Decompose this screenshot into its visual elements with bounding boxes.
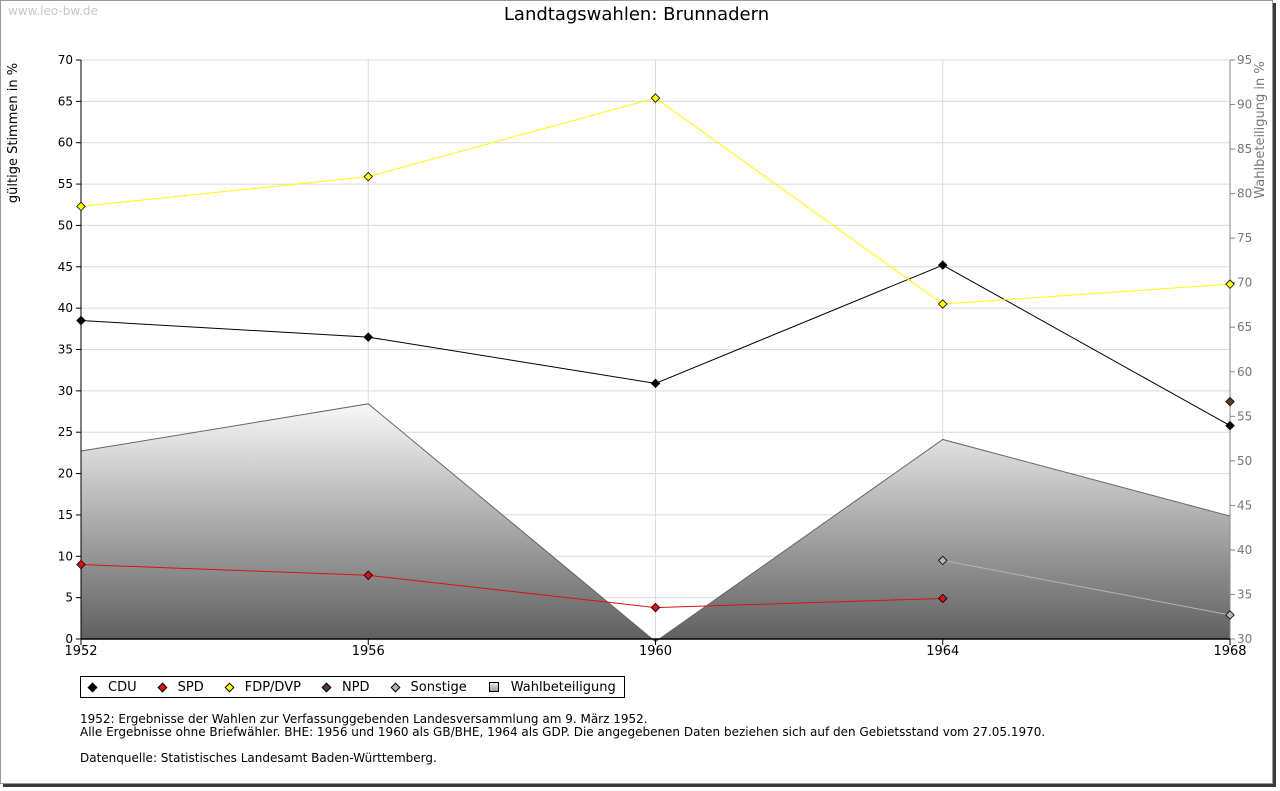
point-fdp-dvp: [937, 299, 948, 309]
y2-tick-label: 90: [1237, 98, 1252, 112]
point-spd: [937, 593, 948, 604]
point-fdp-dvp: [650, 93, 661, 103]
line-sonstige: [942, 559, 1231, 616]
legend-marker-icon: [390, 682, 400, 692]
y2-tick-label: 45: [1237, 498, 1252, 512]
y-tick-label: 30: [58, 384, 73, 398]
y-axis-title: gültige Stimmen in %: [6, 63, 21, 203]
y2-tick-label: 40: [1237, 543, 1252, 557]
point-spd: [76, 559, 86, 570]
legend-item-cdu: CDU: [87, 679, 137, 695]
point-spd: [650, 602, 661, 613]
legend-marker-icon: [488, 682, 499, 692]
y2-tick-label: 35: [1237, 587, 1252, 601]
y-tick-label: 25: [58, 425, 73, 439]
legend-label: CDU: [108, 679, 137, 695]
point-spd: [363, 570, 374, 581]
point-sonstige: [937, 555, 948, 566]
point-cdu: [76, 315, 86, 326]
point-fdp-dvp: [1225, 279, 1235, 289]
point-cdu: [650, 378, 661, 389]
note-line-2: Alle Ergebnisse ohne Briefwähler. BHE: 1…: [80, 725, 1046, 739]
y-tick-label: 50: [58, 218, 73, 232]
legend-item-npd: NPD: [321, 679, 370, 695]
legend-marker-icon: [321, 682, 332, 692]
y2-tick-label: 95: [1237, 53, 1252, 67]
y-tick-label: 20: [58, 467, 73, 481]
line-spd: [80, 564, 943, 609]
legend-label: NPD: [341, 679, 370, 695]
y2-axis-title: Wahlbeteiligung in %: [1253, 61, 1268, 198]
chart-title: Landtagswahlen: Brunnadern: [503, 4, 770, 25]
watermark: www.leo-bw.de: [8, 4, 98, 18]
chart-plot: 0 5 10 15 20 25 30 35 40 45 50 55 60 65 70 30 35 40 45 50 55…: [6, 53, 1268, 659]
y-tick-label: 45: [58, 260, 73, 274]
chart-legend: CDU SPD FDP/DVP NPD Sonstige Wahlbeteiligung: [80, 676, 625, 698]
legend-label: FDP/DVP: [244, 679, 301, 695]
y-tick-label: 55: [58, 177, 73, 191]
y-tick-label: 0: [65, 632, 73, 646]
note-line-1: 1952: Ergebnisse der Wahlen zur Verfassu…: [80, 712, 648, 726]
y2-tick-label: 55: [1237, 409, 1252, 423]
legend-marker-icon: [87, 682, 98, 692]
legend-item-wahlbeteiligung: Wahlbeteiligung: [488, 679, 616, 695]
legend-item-fdp-dvp: FDP/DVP: [224, 679, 301, 695]
legend-item-sonstige: Sonstige: [390, 679, 467, 695]
y-tick-label: 35: [58, 343, 73, 357]
point-cdu: [363, 332, 374, 342]
point-npd: [1225, 396, 1235, 407]
legend-marker-icon: [157, 682, 168, 692]
x-tick-label: 1968: [1213, 644, 1246, 659]
point-sonstige: [1225, 610, 1235, 620]
area-wahlbeteiligung: [81, 403, 1230, 642]
y2-tick-label: 85: [1237, 142, 1252, 156]
legend-label: SPD: [177, 679, 204, 695]
legend-label: Sonstige: [410, 679, 467, 695]
y-tick-label: 40: [58, 301, 73, 315]
y-tick-label: 10: [58, 549, 73, 563]
y-tick-label: 70: [58, 53, 73, 67]
y2-tick-label: 60: [1237, 365, 1252, 379]
legend-label: Wahlbeteiligung: [510, 679, 616, 695]
y-tick-label: 15: [58, 508, 73, 522]
y-tick-label: 60: [58, 136, 73, 150]
y-tick-label: 5: [65, 591, 73, 605]
y2-tick-label: 50: [1237, 454, 1252, 468]
x-tick-label: 1952: [64, 644, 97, 659]
y-tick-label: 65: [58, 94, 73, 108]
x-tick-label: 1960: [639, 644, 672, 659]
y2-tick-label: 70: [1237, 276, 1252, 290]
legend-item-spd: SPD: [157, 679, 204, 695]
x-tick-label: 1964: [926, 644, 959, 659]
legend-marker-icon: [224, 682, 235, 692]
point-cdu: [1225, 420, 1235, 431]
point-cdu: [937, 260, 948, 270]
y2-tick-label: 75: [1237, 231, 1252, 245]
point-fdp-dvp: [76, 201, 86, 212]
y2-tick-label: 65: [1237, 320, 1252, 334]
y2-tick-label: 80: [1237, 187, 1252, 201]
x-tick-label: 1956: [352, 644, 385, 659]
point-fdp-dvp: [363, 171, 374, 182]
y2-tick-label: 30: [1237, 632, 1252, 646]
data-source: Datenquelle: Statistisches Landesamt Bad…: [80, 751, 437, 765]
chart-notes: 1952: Ergebnisse der Wahlen zur Verfassu…: [80, 713, 1045, 765]
